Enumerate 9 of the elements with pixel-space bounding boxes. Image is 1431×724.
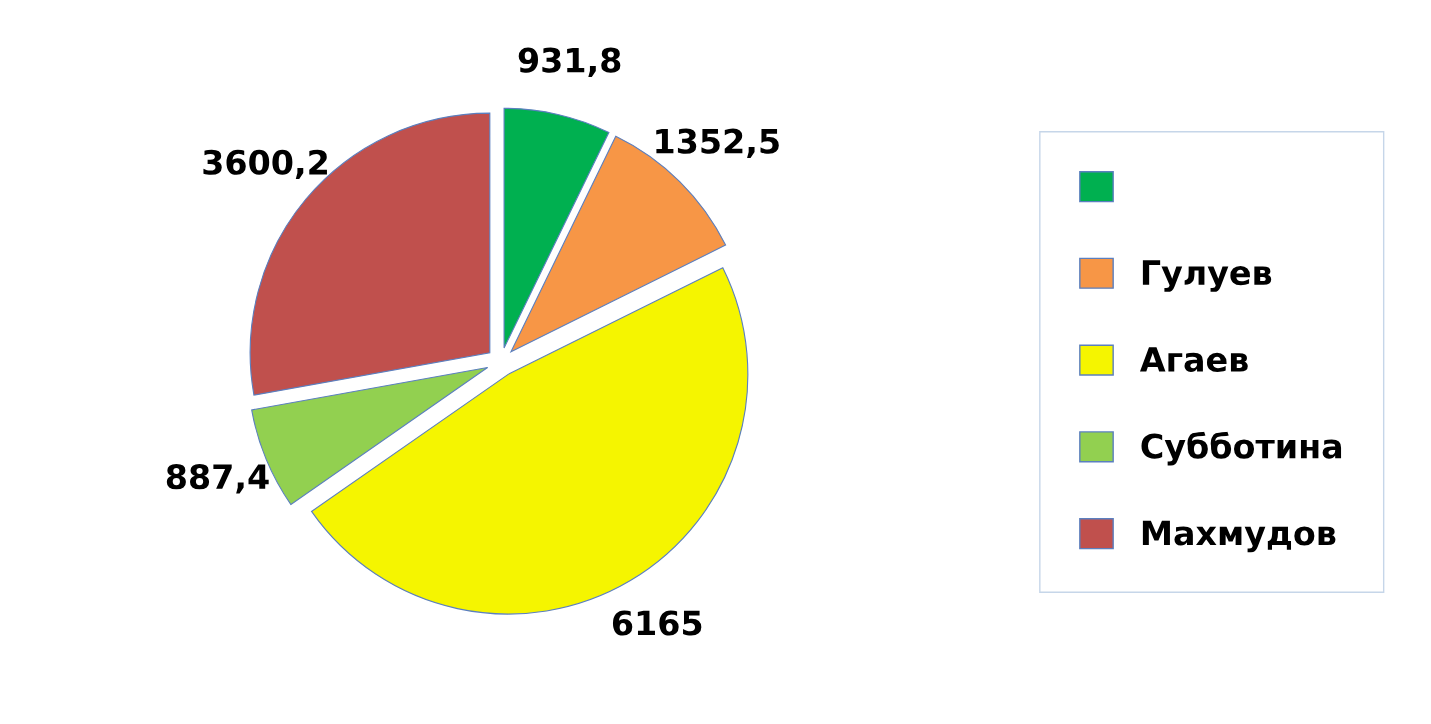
legend-label: Махмудов — [1142, 520, 1336, 553]
legend-label: Гулуев — [1142, 260, 1272, 292]
data-label: 931,8 — [518, 47, 621, 77]
legend-label: Агаев — [1139, 347, 1248, 372]
data-label: 3600,2 — [203, 149, 327, 180]
data-label: 1352,5 — [656, 128, 779, 159]
legend-label: Субботина — [1141, 431, 1342, 466]
data-label: 6165 — [612, 610, 702, 636]
data-label: 887,4 — [166, 464, 269, 494]
